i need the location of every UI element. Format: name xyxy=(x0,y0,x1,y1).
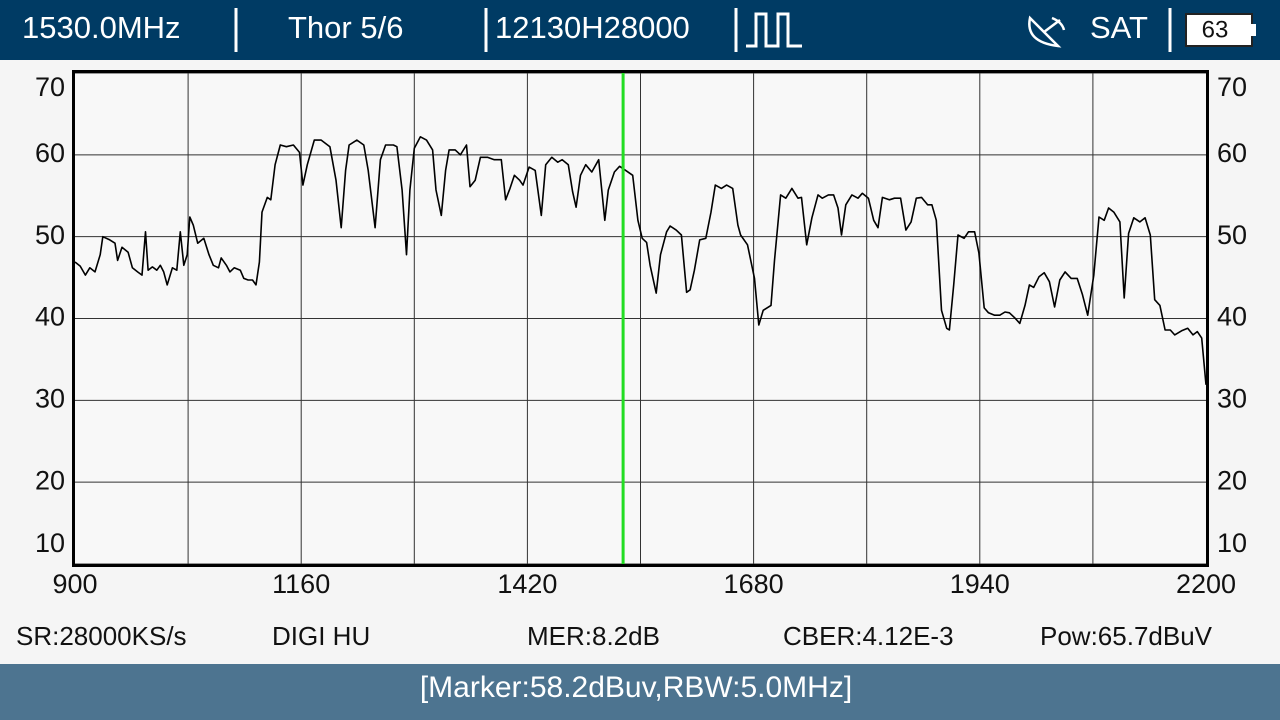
battery xyxy=(1185,13,1253,47)
x-tick-label: 2200 xyxy=(1176,569,1236,599)
y-tick-label: 70 xyxy=(35,72,65,102)
signal-icon xyxy=(746,12,802,48)
y2-tick-label: 20 xyxy=(1217,465,1247,495)
y2-tick-label: 40 xyxy=(1217,302,1247,332)
transponder: 12130H28000 xyxy=(495,10,690,45)
dish-icon xyxy=(1028,15,1066,48)
mode: SAT xyxy=(1090,10,1148,45)
satellite: Thor 5/6 xyxy=(288,10,403,45)
y-tick-label: 50 xyxy=(35,220,65,250)
y2-tick-label: 50 xyxy=(1217,220,1247,250)
y2-tick-label: 10 xyxy=(1217,528,1247,558)
x-tick-label: 1420 xyxy=(497,569,557,599)
x-tick-label: 1160 xyxy=(272,569,330,599)
symbol-rate: SR:28000KS/s xyxy=(16,621,187,651)
frequency: 1530.0MHz xyxy=(22,10,181,45)
y2-tick-label: 60 xyxy=(1217,138,1247,168)
y2-tick-label: 30 xyxy=(1217,383,1247,413)
y-tick-label: 10 xyxy=(35,528,65,558)
y-tick-label: 60 xyxy=(35,138,65,168)
mer: MER:8.2dB xyxy=(527,621,660,651)
x-tick-label: 900 xyxy=(52,569,97,599)
x-tick-label: 1940 xyxy=(950,569,1010,599)
trace xyxy=(74,136,1207,385)
provider: DIGI HU xyxy=(272,621,370,651)
footer-bar xyxy=(0,664,1280,720)
power: Pow:65.7dBuV xyxy=(1040,621,1213,651)
marker-readout: [Marker:58.2dBuv,RBW:5.0MHz] xyxy=(420,671,852,704)
plot-frame xyxy=(72,70,1209,567)
x-tick-label: 1680 xyxy=(724,569,784,599)
plot: 70 70 60 60 50 50 40 40 30 30 20 20 10 10 900 1160 1420 1… xyxy=(35,70,1247,599)
y-tick-label: 20 xyxy=(35,465,65,495)
cber: CBER:4.12E-3 xyxy=(783,621,954,651)
battery-tip xyxy=(1250,24,1256,36)
battery-level: 63 xyxy=(1202,16,1229,43)
header-bar xyxy=(0,0,1280,60)
y2-tick-label: 70 xyxy=(1217,72,1247,102)
y-tick-label: 40 xyxy=(35,302,65,332)
y-tick-label: 30 xyxy=(35,383,65,413)
